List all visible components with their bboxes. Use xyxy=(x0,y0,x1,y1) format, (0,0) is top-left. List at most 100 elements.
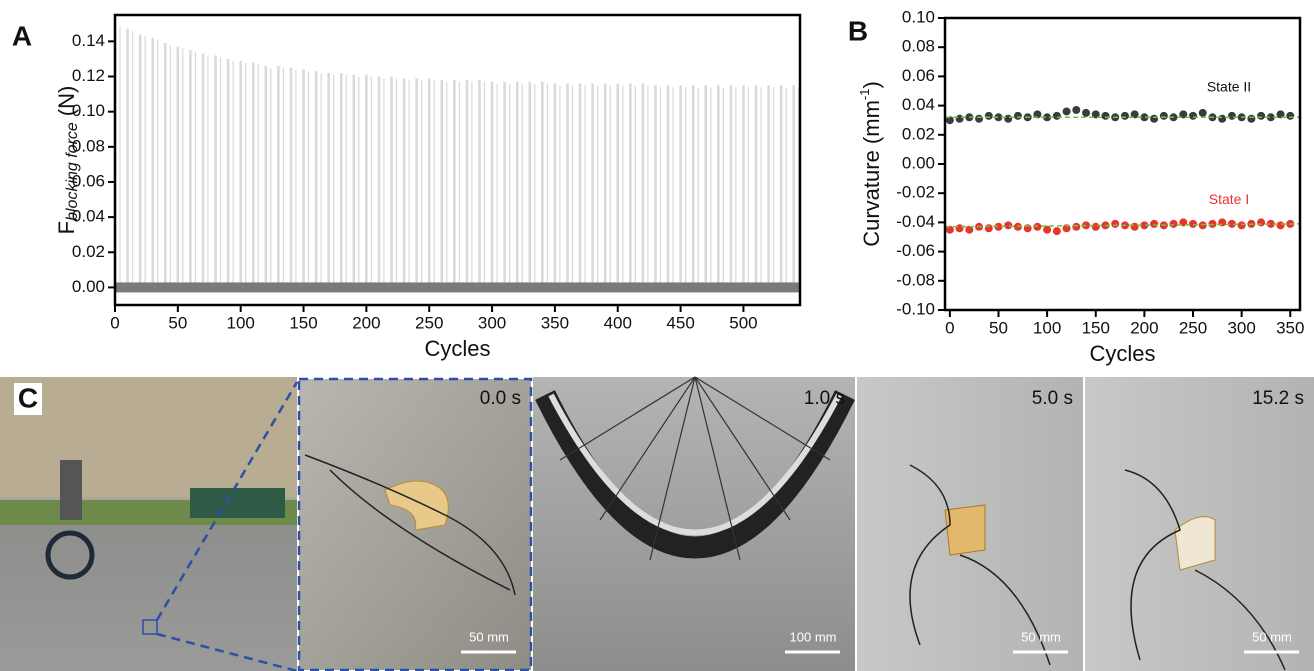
point xyxy=(994,113,1003,122)
point xyxy=(994,222,1003,231)
point xyxy=(1257,111,1266,120)
actuator xyxy=(944,504,986,556)
point xyxy=(1091,222,1100,231)
point xyxy=(1189,219,1198,228)
timestamp: 0.0 s xyxy=(480,388,521,409)
x-tick-label: 0 xyxy=(110,313,119,332)
tire xyxy=(535,390,855,559)
x-tick-label: 250 xyxy=(1179,318,1207,337)
timestamp: 1.0 s xyxy=(804,388,845,409)
y-tick-label: -0.02 xyxy=(896,183,935,202)
zoom-frame xyxy=(297,377,533,671)
point xyxy=(1043,225,1052,234)
point xyxy=(1266,219,1275,228)
y-tick-label: -0.08 xyxy=(896,270,935,289)
point xyxy=(1052,227,1061,236)
point xyxy=(1169,219,1178,228)
y-tick-label: 0.14 xyxy=(72,31,105,50)
point xyxy=(955,114,964,123)
x-tick-label: 200 xyxy=(1130,318,1158,337)
point xyxy=(1266,113,1275,122)
y-tick-label: 0.00 xyxy=(72,277,105,296)
point xyxy=(1120,111,1129,120)
point xyxy=(1150,114,1159,123)
point xyxy=(965,225,974,234)
y-axis-label: Fblocking force (N) xyxy=(54,86,81,235)
x-tick-label: 150 xyxy=(1082,318,1110,337)
scale-label: 50 mm xyxy=(469,629,509,644)
timestamp: 5.0 s xyxy=(1032,388,1073,409)
point xyxy=(1101,111,1110,120)
y-axis-label-part: ) xyxy=(859,81,884,88)
panel-label: A xyxy=(12,20,32,51)
y-axis-label: Curvature (mm-1) xyxy=(857,81,884,247)
y-tick-label: -0.04 xyxy=(896,212,935,231)
plot-frame xyxy=(113,13,802,307)
x-tick-label: 500 xyxy=(729,313,757,332)
plot-frame xyxy=(943,16,1302,312)
y-tick-label: 0.04 xyxy=(72,207,105,226)
point xyxy=(1091,110,1100,119)
panel-label: C xyxy=(18,382,38,413)
x-tick-label: 300 xyxy=(1227,318,1255,337)
y-tick-label: -0.06 xyxy=(896,241,935,260)
y-axis-label-part: blocking force xyxy=(64,122,81,221)
baseline-band xyxy=(115,282,800,293)
y-tick-label: 0.02 xyxy=(902,124,935,143)
photo-frame xyxy=(533,377,855,671)
point xyxy=(1052,111,1061,120)
point xyxy=(1140,221,1149,230)
scale-label: 50 mm xyxy=(1021,629,1061,644)
x-tick-label: 50 xyxy=(168,313,187,332)
wire xyxy=(909,464,1286,671)
point xyxy=(945,225,954,234)
x-axis-label: Cycles xyxy=(424,336,490,361)
point xyxy=(975,114,984,123)
x-axis-label: Cycles xyxy=(1089,341,1155,366)
point xyxy=(1111,219,1120,228)
point xyxy=(1043,113,1052,122)
point xyxy=(1082,108,1091,117)
y-tick-label: 0.02 xyxy=(72,242,105,261)
point xyxy=(1004,221,1013,230)
point xyxy=(1286,111,1295,120)
building xyxy=(0,377,297,497)
y-axis-label-part: -1 xyxy=(857,89,872,101)
y-axis-label-part: Curvature (mm xyxy=(859,100,884,247)
point xyxy=(1276,221,1285,230)
spokes xyxy=(559,376,831,561)
point xyxy=(984,224,993,233)
point xyxy=(1130,110,1139,119)
photo-row: C 0.0 s 50 mm 1.0 s 100 mm 5.0 s 50 mm 15.2 s 5… xyxy=(0,376,1314,671)
y-tick-label: 0.10 xyxy=(902,7,935,26)
point xyxy=(1082,221,1091,230)
point xyxy=(1072,105,1081,114)
timestamp: 15.2 s xyxy=(1252,388,1304,409)
trend-line xyxy=(944,223,1301,228)
x-tick-label: 0 xyxy=(945,318,954,337)
chart: B State II State I 0 50 100 150 200 250 300 350 -0.… xyxy=(848,7,1305,365)
point xyxy=(1150,219,1159,228)
x-tick-label: 150 xyxy=(289,313,317,332)
point xyxy=(1033,110,1042,119)
point xyxy=(955,224,964,233)
point xyxy=(1140,113,1149,122)
point xyxy=(1004,114,1013,123)
y-tick-label: 0.00 xyxy=(902,153,935,172)
series-label: State II xyxy=(1207,79,1251,95)
rim xyxy=(548,393,842,536)
x-tick-label: 350 xyxy=(1276,318,1304,337)
x-tick-label: 100 xyxy=(1033,318,1061,337)
zoom-line xyxy=(156,632,298,671)
scale-label: 50 mm xyxy=(1252,629,1292,644)
point xyxy=(1257,218,1266,227)
point xyxy=(1237,221,1246,230)
point xyxy=(1072,222,1081,231)
point xyxy=(1198,108,1207,117)
y-tick-label: 0.12 xyxy=(72,66,105,85)
y-tick-label: 0.06 xyxy=(72,171,105,190)
y-tick-label: 0.06 xyxy=(902,66,935,85)
y-tick-label: 0.10 xyxy=(72,101,105,120)
y-axis-label-part: F xyxy=(54,221,79,234)
bench xyxy=(190,488,285,518)
